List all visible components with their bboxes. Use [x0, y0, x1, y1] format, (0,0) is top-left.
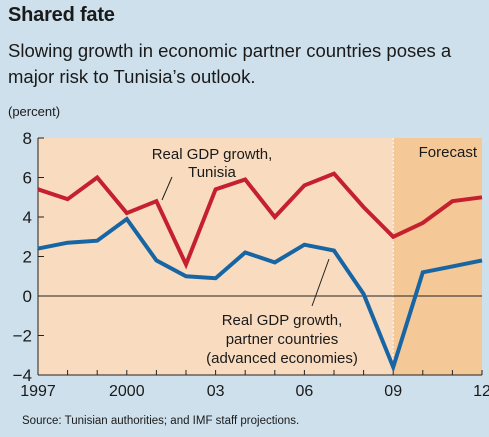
partner-leader-line — [311, 258, 330, 307]
tunisia-leader-line — [161, 176, 173, 201]
y-tick-label: 2 — [23, 248, 32, 267]
y-axis-unit-label: (percent) — [8, 104, 61, 119]
x-tick-label: 1997 — [20, 383, 56, 400]
partner-series-label-line: (advanced economies) — [206, 350, 358, 367]
partner-gdp-line — [37, 216, 483, 374]
x-tick-label: 12 — [473, 383, 489, 400]
chart-subtitle: Slowing growth in economic partner count… — [8, 40, 452, 87]
y-tick-label: −2 — [13, 327, 32, 346]
tunisia-gdp-line — [37, 171, 483, 270]
y-tick-label: 0 — [23, 287, 32, 306]
x-tick-label: 09 — [384, 383, 402, 400]
x-tick-label: 03 — [207, 383, 225, 400]
source-note: Source: Tunisian authorities; and IMF st… — [22, 415, 300, 427]
y-tick-label: 6 — [23, 169, 32, 188]
forecast-label: Forecast — [419, 144, 478, 161]
partner-series-label-line: partner countries — [226, 331, 339, 348]
x-tick-label: 06 — [296, 383, 314, 400]
y-tick-label: 8 — [23, 129, 32, 148]
partner-series-label-line: Real GDP growth, — [222, 312, 343, 329]
partner-series-label: Real GDP growth, partner countries (advanc… — [206, 312, 358, 367]
tunisia-series-label-line: Real GDP growth, — [152, 146, 273, 163]
y-tick-label: −4 — [13, 366, 32, 385]
tunisia-series-label: Real GDP growth,Tunisia — [152, 146, 273, 181]
tunisia-series-label-line: Tunisia — [188, 164, 236, 181]
forecast-shading — [393, 138, 482, 375]
chart-title: Shared fate — [8, 4, 115, 26]
x-tick-label: 2000 — [109, 383, 145, 400]
y-tick-label: 4 — [23, 208, 32, 227]
